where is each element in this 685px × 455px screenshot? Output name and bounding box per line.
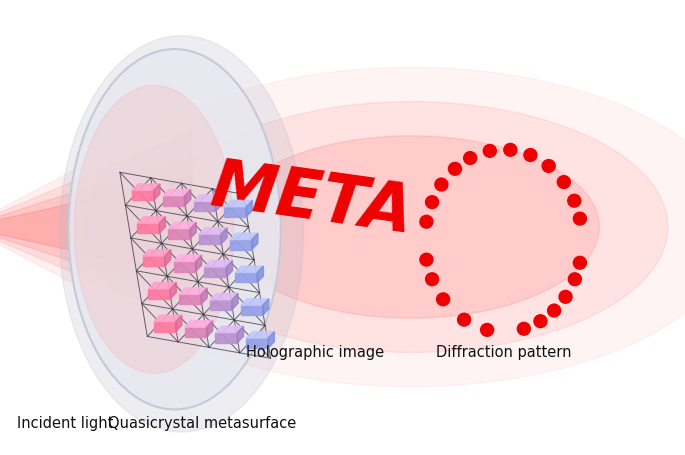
Text: Diffraction pattern: Diffraction pattern	[436, 344, 571, 359]
Ellipse shape	[86, 68, 685, 387]
Polygon shape	[207, 321, 212, 338]
Polygon shape	[179, 295, 201, 305]
Polygon shape	[0, 155, 192, 300]
Polygon shape	[232, 294, 238, 310]
Ellipse shape	[573, 213, 586, 226]
Polygon shape	[225, 201, 253, 207]
Polygon shape	[184, 328, 207, 338]
Ellipse shape	[458, 313, 471, 326]
Polygon shape	[163, 190, 190, 197]
Ellipse shape	[60, 36, 303, 432]
Polygon shape	[215, 327, 244, 333]
Polygon shape	[210, 294, 238, 300]
Text: META: META	[206, 153, 417, 247]
Polygon shape	[230, 234, 258, 240]
Text: Incident light: Incident light	[17, 415, 113, 430]
Ellipse shape	[534, 315, 547, 328]
Ellipse shape	[568, 195, 581, 207]
Polygon shape	[225, 207, 247, 217]
Polygon shape	[247, 339, 269, 349]
Polygon shape	[230, 240, 252, 250]
Polygon shape	[263, 299, 269, 316]
Polygon shape	[163, 197, 184, 207]
Polygon shape	[132, 185, 160, 191]
Polygon shape	[204, 261, 232, 268]
Polygon shape	[137, 217, 166, 224]
Ellipse shape	[425, 196, 438, 209]
Ellipse shape	[154, 102, 668, 353]
Polygon shape	[175, 316, 182, 332]
Polygon shape	[142, 250, 171, 257]
Polygon shape	[0, 177, 192, 278]
Polygon shape	[201, 288, 207, 305]
Polygon shape	[193, 202, 215, 212]
Polygon shape	[215, 196, 221, 212]
Polygon shape	[210, 300, 232, 310]
Polygon shape	[153, 185, 160, 201]
Polygon shape	[164, 250, 171, 267]
Ellipse shape	[435, 179, 448, 192]
Polygon shape	[0, 109, 192, 346]
Polygon shape	[199, 228, 227, 235]
Polygon shape	[168, 229, 190, 239]
Polygon shape	[241, 299, 269, 306]
Ellipse shape	[68, 50, 281, 410]
Ellipse shape	[559, 291, 572, 303]
Ellipse shape	[524, 149, 537, 162]
Ellipse shape	[481, 324, 494, 337]
Polygon shape	[168, 223, 196, 229]
Polygon shape	[252, 234, 258, 250]
Polygon shape	[153, 316, 182, 322]
Polygon shape	[170, 283, 177, 299]
Polygon shape	[247, 332, 274, 339]
Ellipse shape	[558, 176, 571, 189]
Ellipse shape	[464, 152, 477, 165]
Polygon shape	[153, 322, 175, 332]
Polygon shape	[184, 190, 190, 207]
Polygon shape	[159, 217, 166, 234]
Polygon shape	[184, 321, 212, 328]
Ellipse shape	[547, 304, 560, 317]
Polygon shape	[179, 288, 207, 295]
Ellipse shape	[420, 254, 433, 267]
Polygon shape	[199, 235, 221, 245]
Polygon shape	[137, 224, 159, 234]
Ellipse shape	[223, 136, 599, 318]
Polygon shape	[148, 289, 170, 299]
Polygon shape	[190, 223, 196, 239]
Polygon shape	[238, 327, 244, 343]
Polygon shape	[258, 267, 264, 283]
Text: Holographic image: Holographic image	[246, 344, 384, 359]
Polygon shape	[226, 261, 232, 278]
Polygon shape	[142, 257, 164, 267]
Polygon shape	[148, 283, 177, 289]
Polygon shape	[269, 332, 274, 349]
Ellipse shape	[517, 323, 530, 335]
Ellipse shape	[484, 145, 497, 158]
Polygon shape	[241, 306, 263, 316]
Polygon shape	[221, 228, 227, 245]
Polygon shape	[174, 262, 196, 272]
Ellipse shape	[573, 257, 586, 269]
Ellipse shape	[504, 144, 517, 157]
Ellipse shape	[542, 160, 555, 173]
Polygon shape	[196, 256, 201, 272]
Ellipse shape	[420, 216, 433, 228]
Ellipse shape	[449, 163, 462, 176]
Polygon shape	[174, 256, 201, 262]
Text: Quasicrystal metasurface: Quasicrystal metasurface	[108, 415, 296, 430]
Polygon shape	[215, 333, 238, 343]
Ellipse shape	[75, 86, 234, 374]
Polygon shape	[247, 201, 253, 217]
Polygon shape	[236, 273, 258, 283]
Polygon shape	[236, 267, 264, 273]
Ellipse shape	[569, 273, 582, 286]
Polygon shape	[193, 196, 221, 202]
Ellipse shape	[425, 273, 438, 286]
Polygon shape	[0, 132, 192, 323]
Polygon shape	[204, 268, 226, 278]
Ellipse shape	[436, 293, 449, 306]
Polygon shape	[132, 191, 153, 201]
